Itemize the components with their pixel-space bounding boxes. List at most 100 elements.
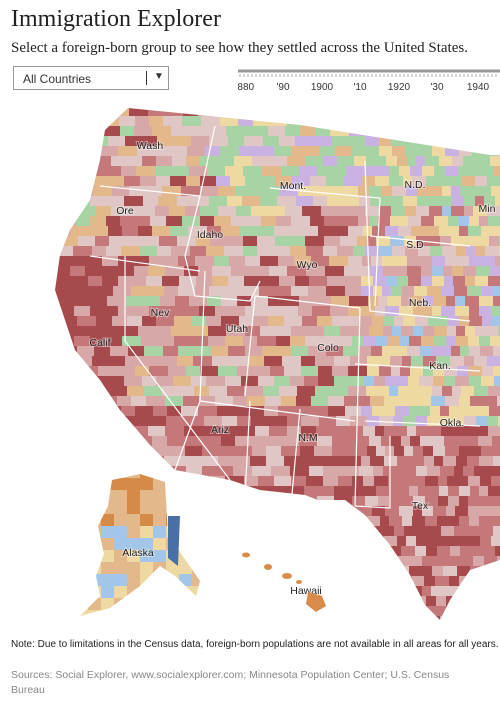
county [229, 236, 244, 247]
county [465, 326, 476, 337]
county [448, 556, 462, 567]
county [323, 156, 338, 167]
county [432, 386, 443, 397]
county [386, 566, 397, 577]
dropdown-arrow[interactable]: ▼ [154, 71, 164, 82]
timeline-label[interactable]: 1920 [388, 82, 411, 93]
county [55, 566, 56, 577]
county [113, 386, 128, 397]
county [434, 166, 446, 177]
county [421, 126, 432, 137]
county [40, 606, 55, 617]
state-label: Kan. [429, 360, 451, 372]
county [215, 596, 231, 607]
county [348, 366, 368, 377]
timeline-label[interactable]: '10 [353, 82, 366, 93]
county [90, 336, 109, 347]
county [459, 226, 469, 237]
county [430, 486, 440, 497]
county [401, 496, 414, 507]
county [311, 556, 330, 567]
county [416, 466, 428, 477]
timeline-label[interactable]: 1900 [311, 82, 334, 93]
county [444, 116, 456, 127]
county [326, 286, 346, 297]
county [323, 476, 339, 487]
county [379, 136, 392, 147]
county [287, 416, 302, 427]
county [365, 206, 380, 217]
county [88, 574, 102, 587]
county [239, 316, 254, 327]
county [245, 176, 260, 187]
county [230, 596, 248, 607]
county [320, 146, 336, 157]
dropdown-value[interactable]: All Countries [23, 72, 92, 86]
county [140, 246, 158, 257]
county [463, 266, 477, 277]
county [252, 446, 267, 457]
county [389, 386, 399, 397]
county [240, 126, 255, 137]
county [55, 146, 56, 157]
county [432, 566, 444, 577]
county [482, 366, 494, 377]
timeline[interactable]: 1880 '90 1900 '10 1920 '30 1940 [238, 66, 500, 96]
county [55, 606, 74, 617]
timeline-label[interactable]: 1940 [467, 82, 490, 93]
county [459, 486, 471, 497]
county [71, 396, 88, 407]
county [185, 416, 205, 427]
county [298, 496, 318, 507]
county [72, 116, 88, 127]
county [55, 166, 73, 177]
county [385, 376, 396, 387]
county [456, 476, 469, 487]
county [421, 386, 433, 397]
county [431, 126, 442, 137]
county [331, 516, 351, 527]
timeline-label[interactable]: '30 [430, 82, 443, 93]
county [212, 606, 228, 617]
county [375, 176, 390, 187]
county [244, 136, 264, 147]
county [96, 316, 113, 327]
county [87, 466, 105, 477]
county [367, 126, 379, 137]
county [153, 474, 167, 479]
county [429, 536, 439, 547]
county [118, 306, 136, 317]
county [365, 566, 376, 577]
county [468, 166, 481, 177]
county [460, 186, 470, 197]
county [441, 126, 452, 137]
county [490, 226, 500, 237]
county [80, 526, 89, 539]
country-dropdown[interactable]: All Countries ▼ [13, 66, 169, 90]
county [55, 536, 58, 547]
county [429, 206, 443, 217]
county [475, 276, 489, 287]
county [76, 376, 96, 387]
county [452, 266, 464, 277]
county [445, 146, 460, 157]
county [234, 446, 253, 457]
county [272, 116, 288, 127]
county [458, 216, 470, 227]
county [295, 276, 310, 287]
county [153, 526, 167, 539]
county [469, 446, 482, 457]
county [376, 236, 391, 247]
timeline-label[interactable]: '90 [276, 82, 289, 93]
county [211, 546, 229, 557]
timeline-label[interactable]: 1880 [238, 82, 255, 93]
county [72, 576, 89, 587]
county [491, 446, 500, 457]
county [318, 376, 335, 387]
county [474, 466, 489, 477]
county [358, 346, 372, 357]
county [229, 256, 246, 267]
county [439, 416, 452, 427]
county [373, 586, 383, 597]
county [153, 562, 167, 575]
